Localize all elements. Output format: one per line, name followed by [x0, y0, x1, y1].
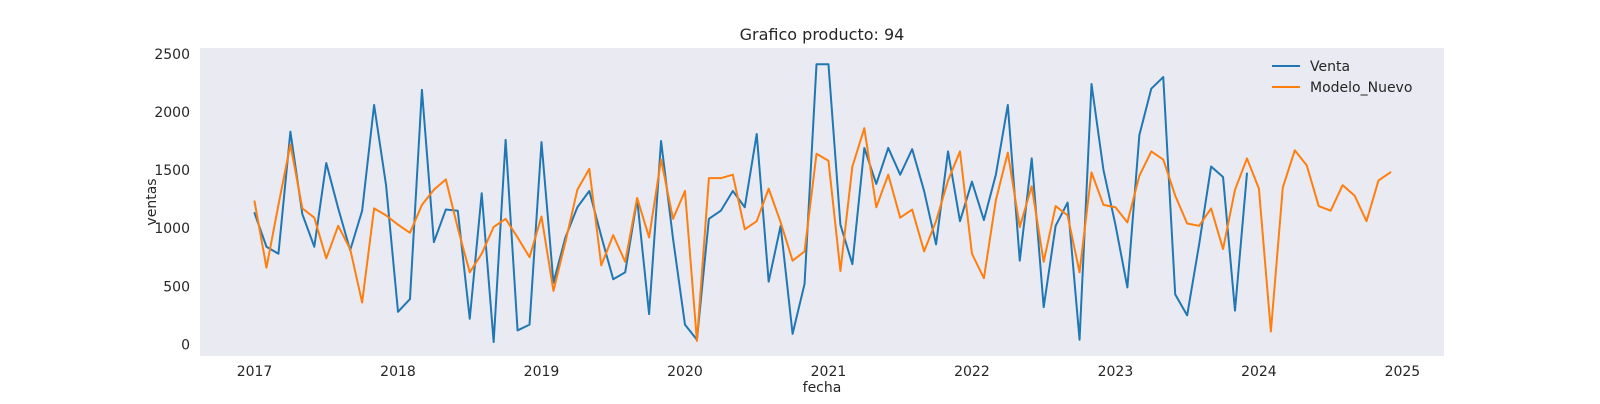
y-axis-ticks: 0 500 1000 1500 2000 2500	[154, 47, 190, 354]
x-tick-label: 2018	[380, 364, 416, 380]
y-tick-label: 500	[163, 279, 190, 295]
series-line-venta	[253, 63, 1248, 344]
x-tick-label: 2021	[811, 364, 847, 380]
x-tick-label: 2017	[237, 364, 273, 380]
y-tick-label: 1000	[154, 221, 190, 237]
legend-label: Venta	[1310, 59, 1350, 75]
x-tick-label: 2023	[1098, 364, 1134, 380]
x-tick-label: 2019	[524, 364, 560, 380]
legend-label: Modelo_Nuevo	[1310, 80, 1412, 96]
y-tick-label: 0	[181, 337, 190, 353]
chart-title: Grafico producto: 94	[740, 25, 905, 44]
y-tick-label: 1500	[154, 163, 190, 179]
x-tick-label: 2024	[1241, 364, 1277, 380]
y-tick-label: 2500	[154, 47, 190, 63]
series-layer	[253, 63, 1392, 344]
x-tick-label: 2025	[1385, 364, 1421, 380]
y-axis-label: ventas	[144, 178, 160, 225]
x-axis-ticks: 2017 2018 2019 2020 2021 2022 2023 2024 2025	[237, 364, 1421, 380]
x-axis-label: fecha	[803, 380, 842, 396]
series-line-modelo-nuevo	[253, 127, 1392, 342]
legend: Venta Modelo_Nuevo	[1272, 59, 1412, 96]
x-tick-label: 2022	[954, 364, 990, 380]
x-tick-label: 2020	[667, 364, 703, 380]
y-tick-label: 2000	[154, 105, 190, 121]
plot-background	[200, 48, 1444, 356]
